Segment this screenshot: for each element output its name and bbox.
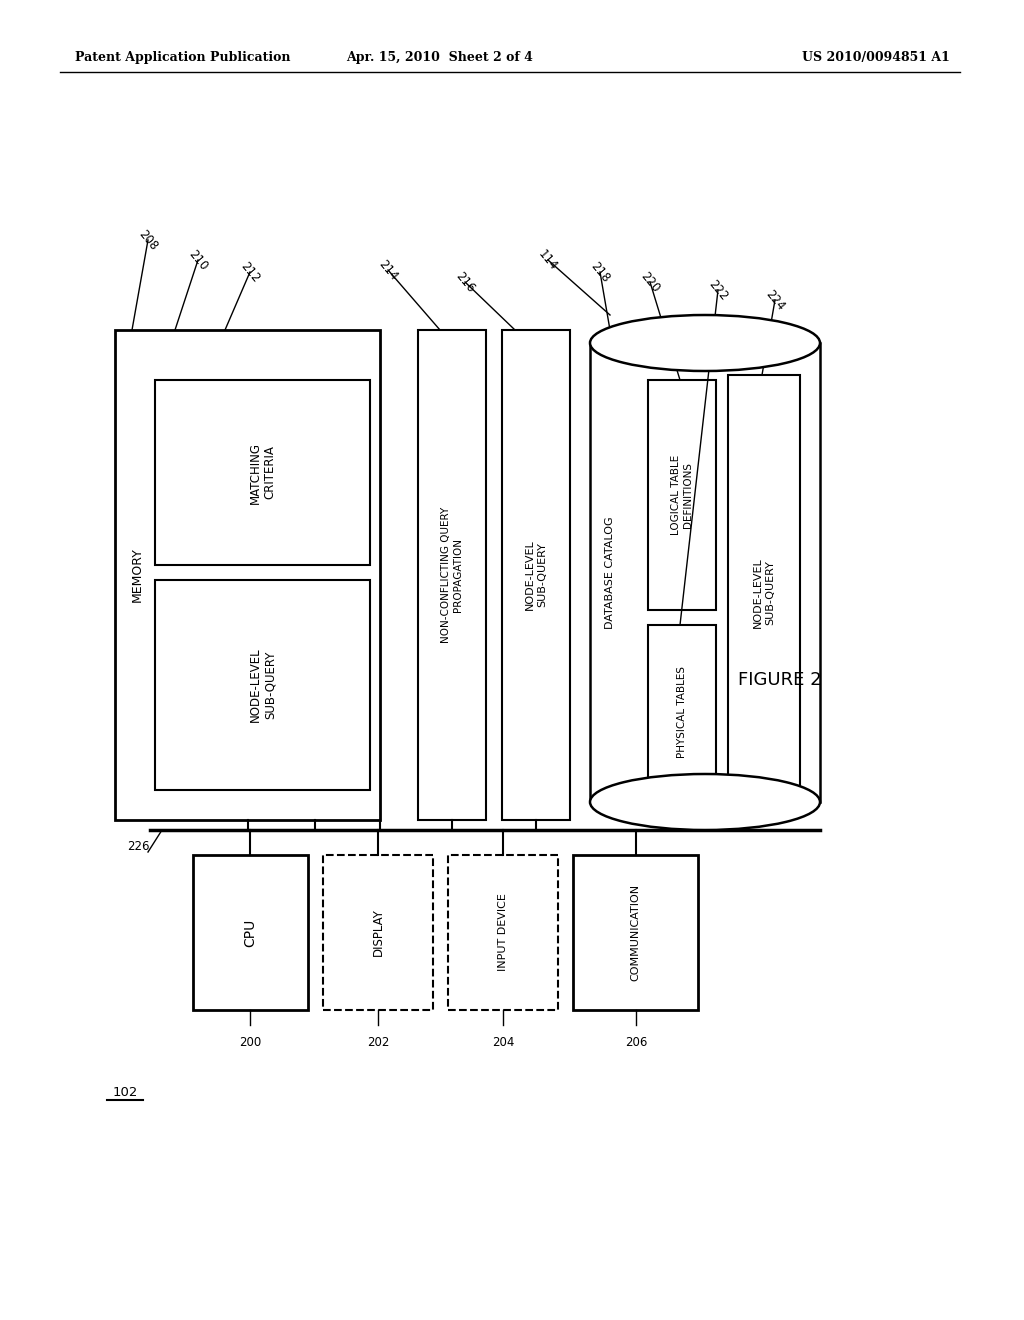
Bar	[648, 380, 716, 610]
Bar	[115, 330, 380, 820]
Text: 224: 224	[763, 288, 787, 313]
Bar	[648, 624, 716, 800]
Text: 204: 204	[492, 1035, 514, 1048]
Text: NON-CONFLICTING QUERY
PROPAGATION: NON-CONFLICTING QUERY PROPAGATION	[441, 507, 463, 643]
Text: MEMORY: MEMORY	[130, 548, 143, 602]
Text: PHYSICAL TABLES: PHYSICAL TABLES	[677, 667, 687, 759]
Ellipse shape	[590, 315, 820, 371]
Text: MATCHING
CRITERIA: MATCHING CRITERIA	[249, 441, 276, 503]
Text: 212: 212	[238, 259, 262, 285]
Text: 218: 218	[588, 259, 612, 285]
Text: INPUT DEVICE: INPUT DEVICE	[498, 894, 508, 972]
Text: LOGICAL TABLE
DEFINITIONS: LOGICAL TABLE DEFINITIONS	[671, 455, 693, 535]
Text: 208: 208	[136, 227, 160, 252]
Text: US 2010/0094851 A1: US 2010/0094851 A1	[802, 50, 950, 63]
Text: 114: 114	[536, 247, 560, 273]
Text: NODE-LEVEL
SUB-QUERY: NODE-LEVEL SUB-QUERY	[525, 540, 547, 610]
Text: Patent Application Publication: Patent Application Publication	[75, 50, 291, 63]
Text: DISPLAY: DISPLAY	[372, 908, 384, 957]
Bar	[573, 855, 698, 1010]
Text: DATABASE CATALOG: DATABASE CATALOG	[605, 516, 615, 628]
Text: NODE-LEVEL
SUB-QUERY: NODE-LEVEL SUB-QUERY	[754, 557, 775, 628]
Bar	[193, 855, 308, 1010]
Bar	[449, 855, 558, 1010]
Text: 222: 222	[706, 277, 730, 302]
Ellipse shape	[590, 774, 820, 830]
Bar	[323, 855, 433, 1010]
Text: CPU: CPU	[244, 919, 257, 946]
Text: FIGURE 2: FIGURE 2	[738, 671, 822, 689]
Text: 220: 220	[638, 269, 663, 294]
Bar	[418, 330, 486, 820]
Bar	[155, 579, 370, 789]
Text: 200: 200	[239, 1035, 261, 1048]
Text: COMMUNICATION: COMMUNICATION	[631, 884, 640, 981]
Text: 216: 216	[453, 269, 477, 294]
Text: 210: 210	[185, 247, 210, 273]
Text: 102: 102	[113, 1085, 137, 1098]
Text: 214: 214	[376, 257, 400, 282]
Text: 226: 226	[127, 840, 150, 853]
Text: NODE-LEVEL
SUB-QUERY: NODE-LEVEL SUB-QUERY	[249, 648, 276, 722]
Bar	[155, 380, 370, 565]
Bar	[728, 375, 800, 810]
Text: 202: 202	[367, 1035, 389, 1048]
Bar	[502, 330, 570, 820]
Text: Apr. 15, 2010  Sheet 2 of 4: Apr. 15, 2010 Sheet 2 of 4	[346, 50, 534, 63]
Text: 206: 206	[625, 1035, 647, 1048]
